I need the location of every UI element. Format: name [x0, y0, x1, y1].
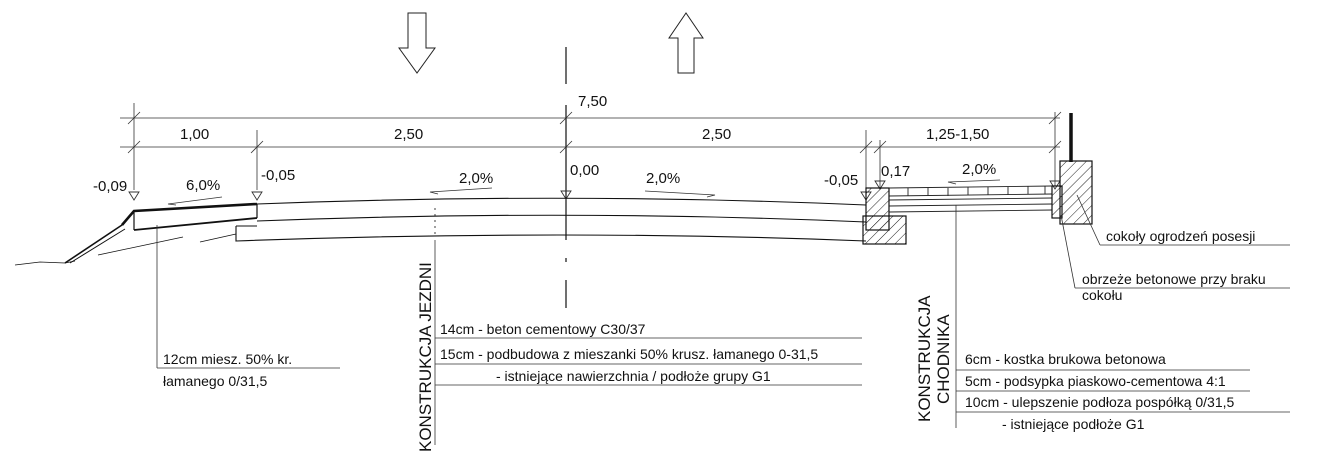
- roadway-layer-1: 14cm - beton cementowy C30/37: [440, 321, 646, 337]
- roadway-curb: [862, 187, 907, 245]
- sidewalk-layer-1: 6cm - kostka brukowa betonowa: [965, 351, 1166, 367]
- roadway-slab: [235, 197, 867, 242]
- dim-lane-left: 2,50: [394, 126, 423, 143]
- dim-sidewalk: 1,25-1,50: [926, 126, 989, 143]
- roadway-layer-3: - istniejące nawierzchnia / podłoże grup…: [496, 368, 771, 384]
- level-edge-left: -0,05: [261, 167, 295, 184]
- dimension-lines: [120, 103, 1062, 190]
- sidewalk-construction-title-line2: CHODNIKA: [934, 314, 953, 404]
- slope-lane-left: 2,0%: [459, 170, 493, 187]
- slope-lane-right: 2,0%: [646, 170, 680, 187]
- sidewalk-layer-3: 10cm - ulepszenie podłoza pospółką 0/31,…: [965, 394, 1235, 410]
- sidewalk-layer-4: - istniejące podłoże G1: [1002, 416, 1145, 432]
- direction-arrow-down-icon: [398, 12, 436, 74]
- note-plinth: cokoły ogrodzeń posesji: [1106, 228, 1255, 244]
- dim-total: 7,50: [578, 93, 607, 110]
- fence-plinth: [1051, 113, 1093, 225]
- level-edge-right: -0,05: [824, 172, 858, 189]
- dim-left-shoulder: 1,00: [180, 126, 209, 143]
- level-center: 0,00: [570, 162, 599, 179]
- sidewalk-construction-title-line1: KONSTRUKCJA: [915, 295, 934, 422]
- dim-lane-right: 2,50: [702, 126, 731, 143]
- direction-arrow-up-icon: [668, 12, 704, 74]
- note-curb-line1: obrzeże betonowe przy braku: [1082, 271, 1266, 287]
- note-curb-line2: cokołu: [1082, 287, 1122, 303]
- roadway-layer-2: 15cm - podbudowa z mieszanki 50% krusz. …: [440, 346, 818, 362]
- shoulder-note-line1: 12cm miesz. 50% kr.: [163, 351, 292, 367]
- slope-sidewalk: 2,0%: [962, 161, 996, 178]
- shoulder-structure: [14, 202, 258, 266]
- sidewalk-paving: [888, 185, 1053, 213]
- sidewalk-layer-2: 5cm - podsypka piaskowo-cementowa 4:1: [965, 373, 1226, 389]
- leader-lines: [156, 194, 1290, 445]
- shoulder-note-line2: łamanego 0/31,5: [163, 373, 268, 389]
- level-outer-left: -0,09: [93, 178, 127, 195]
- slope-arrows: [167, 179, 1001, 206]
- level-sidewalk: 0,17: [881, 163, 910, 180]
- slope-shoulder: 6,0%: [186, 177, 220, 194]
- roadway-construction-title: KONSTRUKCJA JEZDNI: [416, 262, 435, 452]
